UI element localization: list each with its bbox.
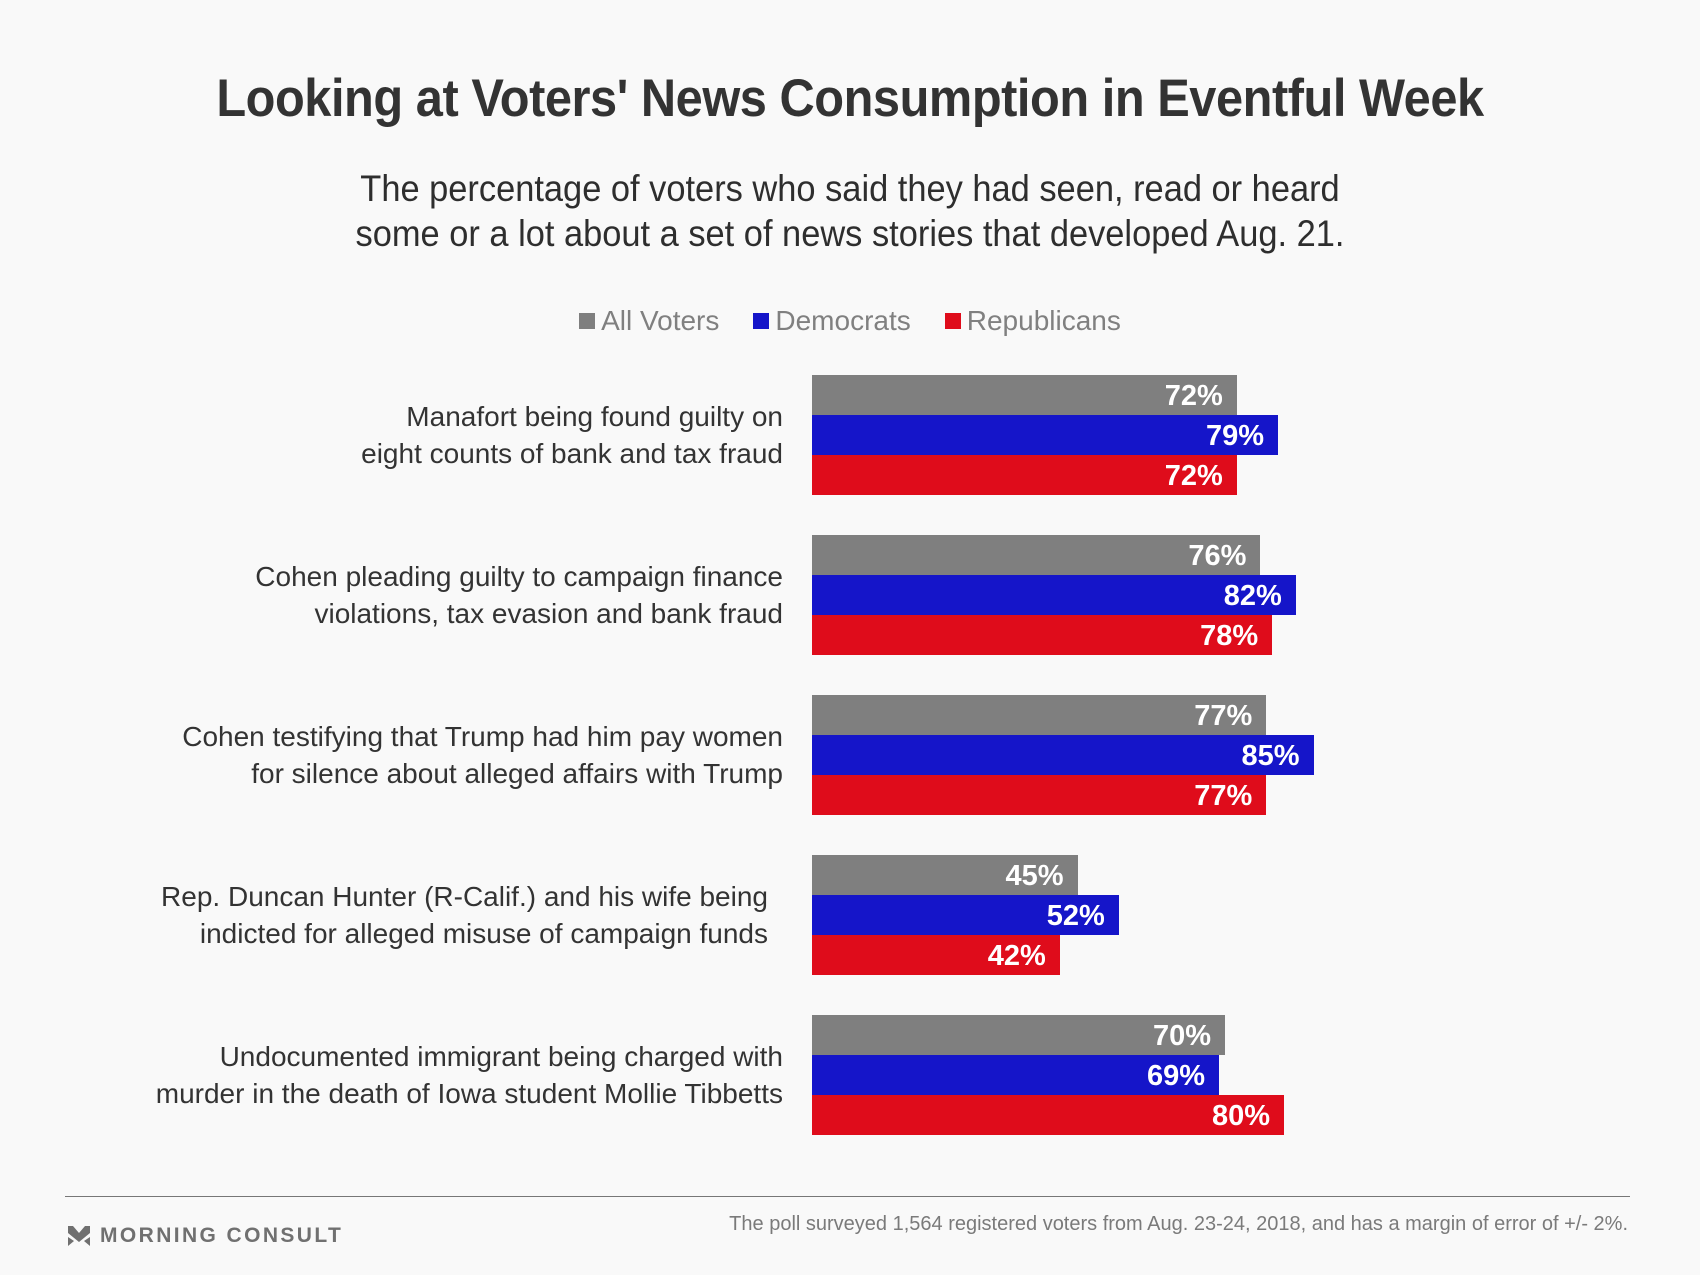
category-label: Cohen pleading guilty to campaign financ… (63, 558, 783, 632)
chart-title: Looking at Voters' News Consumption in E… (216, 69, 1484, 128)
legend-label: Republicans (966, 305, 1121, 336)
bar-all-voters (812, 855, 1078, 895)
bar-value-label: 45% (1005, 860, 1064, 892)
legend-swatch-icon (944, 313, 961, 329)
bar-value-label: 77% (1194, 700, 1253, 732)
bar-value-label: 76% (1188, 540, 1247, 572)
category-label-line: eight counts of bank and tax fraud (361, 438, 783, 469)
category-label-line: murder in the death of Iowa student Moll… (155, 1078, 783, 1109)
bar-all-voters (812, 695, 1267, 735)
bar-all-voters (812, 1015, 1225, 1055)
legend-swatch-icon (753, 313, 770, 329)
bar-democrats (812, 1055, 1220, 1095)
category-label-line: for silence about alleged affairs with T… (251, 758, 783, 789)
bar-value-label: 80% (1211, 1100, 1270, 1132)
bar-democrats (812, 895, 1119, 935)
subtitle-line: The percentage of voters who said they h… (360, 168, 1340, 209)
bar-republicans (812, 775, 1267, 815)
category-label-line: Manafort being found guilty on (406, 401, 783, 432)
legend-label: Democrats (775, 305, 911, 336)
category-label: Cohen testifying that Trump had him pay … (63, 718, 783, 792)
category-label-line: Undocumented immigrant being charged wit… (219, 1041, 783, 1072)
bar-value-label: 70% (1152, 1020, 1211, 1052)
legend-label: All Voters (601, 305, 720, 336)
morning-consult-chevron-icon (68, 1226, 90, 1246)
bar-republicans (812, 615, 1273, 655)
category-label: Undocumented immigrant being charged wit… (63, 1038, 783, 1112)
bar-value-label: 79% (1206, 420, 1265, 452)
bar-republicans (812, 935, 1060, 975)
bar-democrats (812, 735, 1314, 775)
footer-divider (65, 1196, 1630, 1197)
category-label-line: Cohen pleading guilty to campaign financ… (255, 561, 783, 592)
bar-democrats (812, 575, 1296, 615)
legend-item-democrats: Democrats (753, 305, 911, 337)
bar-all-voters (812, 535, 1261, 575)
category-label-line: indicted for alleged misuse of campaign … (199, 918, 768, 949)
bar-value-label: 72% (1164, 460, 1223, 492)
category-label: Rep. Duncan Hunter (R-Calif.) and his wi… (48, 878, 768, 952)
bar-republicans (812, 455, 1237, 495)
category-label-line: violations, tax evasion and bank fraud (314, 598, 783, 629)
bar-value-label: 42% (987, 940, 1046, 972)
legend-item-all-voters: All Voters (579, 305, 719, 337)
logo-text: MORNING CONSULT (100, 1224, 344, 1247)
bar-value-label: 69% (1147, 1060, 1206, 1092)
bar-all-voters (812, 375, 1237, 415)
footnote: The poll surveyed 1,564 registered voter… (729, 1213, 1628, 1235)
bar-republicans (812, 1095, 1284, 1135)
legend-item-republicans: Republicans (944, 305, 1121, 337)
category-label-line: Rep. Duncan Hunter (R-Calif.) and his wi… (161, 881, 768, 912)
bar-value-label: 82% (1223, 580, 1282, 612)
category-label: Manafort being found guilty on eight coun… (63, 398, 783, 472)
legend: All Voters Democrats Republicans (0, 305, 1700, 337)
subtitle-line: some or a lot about a set of news storie… (355, 213, 1345, 254)
chart-subtitle: The percentage of voters who said they h… (0, 166, 1700, 256)
bar-value-label: 72% (1164, 380, 1223, 412)
bar-value-label: 78% (1200, 620, 1259, 652)
bar-value-label: 85% (1241, 740, 1300, 772)
bar-democrats (812, 415, 1279, 455)
legend-swatch-icon (579, 313, 596, 329)
bar-value-label: 52% (1046, 900, 1105, 932)
bar-value-label: 77% (1194, 780, 1253, 812)
morning-consult-logo: MORNING CONSULT (68, 1224, 343, 1248)
category-label-line: Cohen testifying that Trump had him pay … (182, 721, 783, 752)
